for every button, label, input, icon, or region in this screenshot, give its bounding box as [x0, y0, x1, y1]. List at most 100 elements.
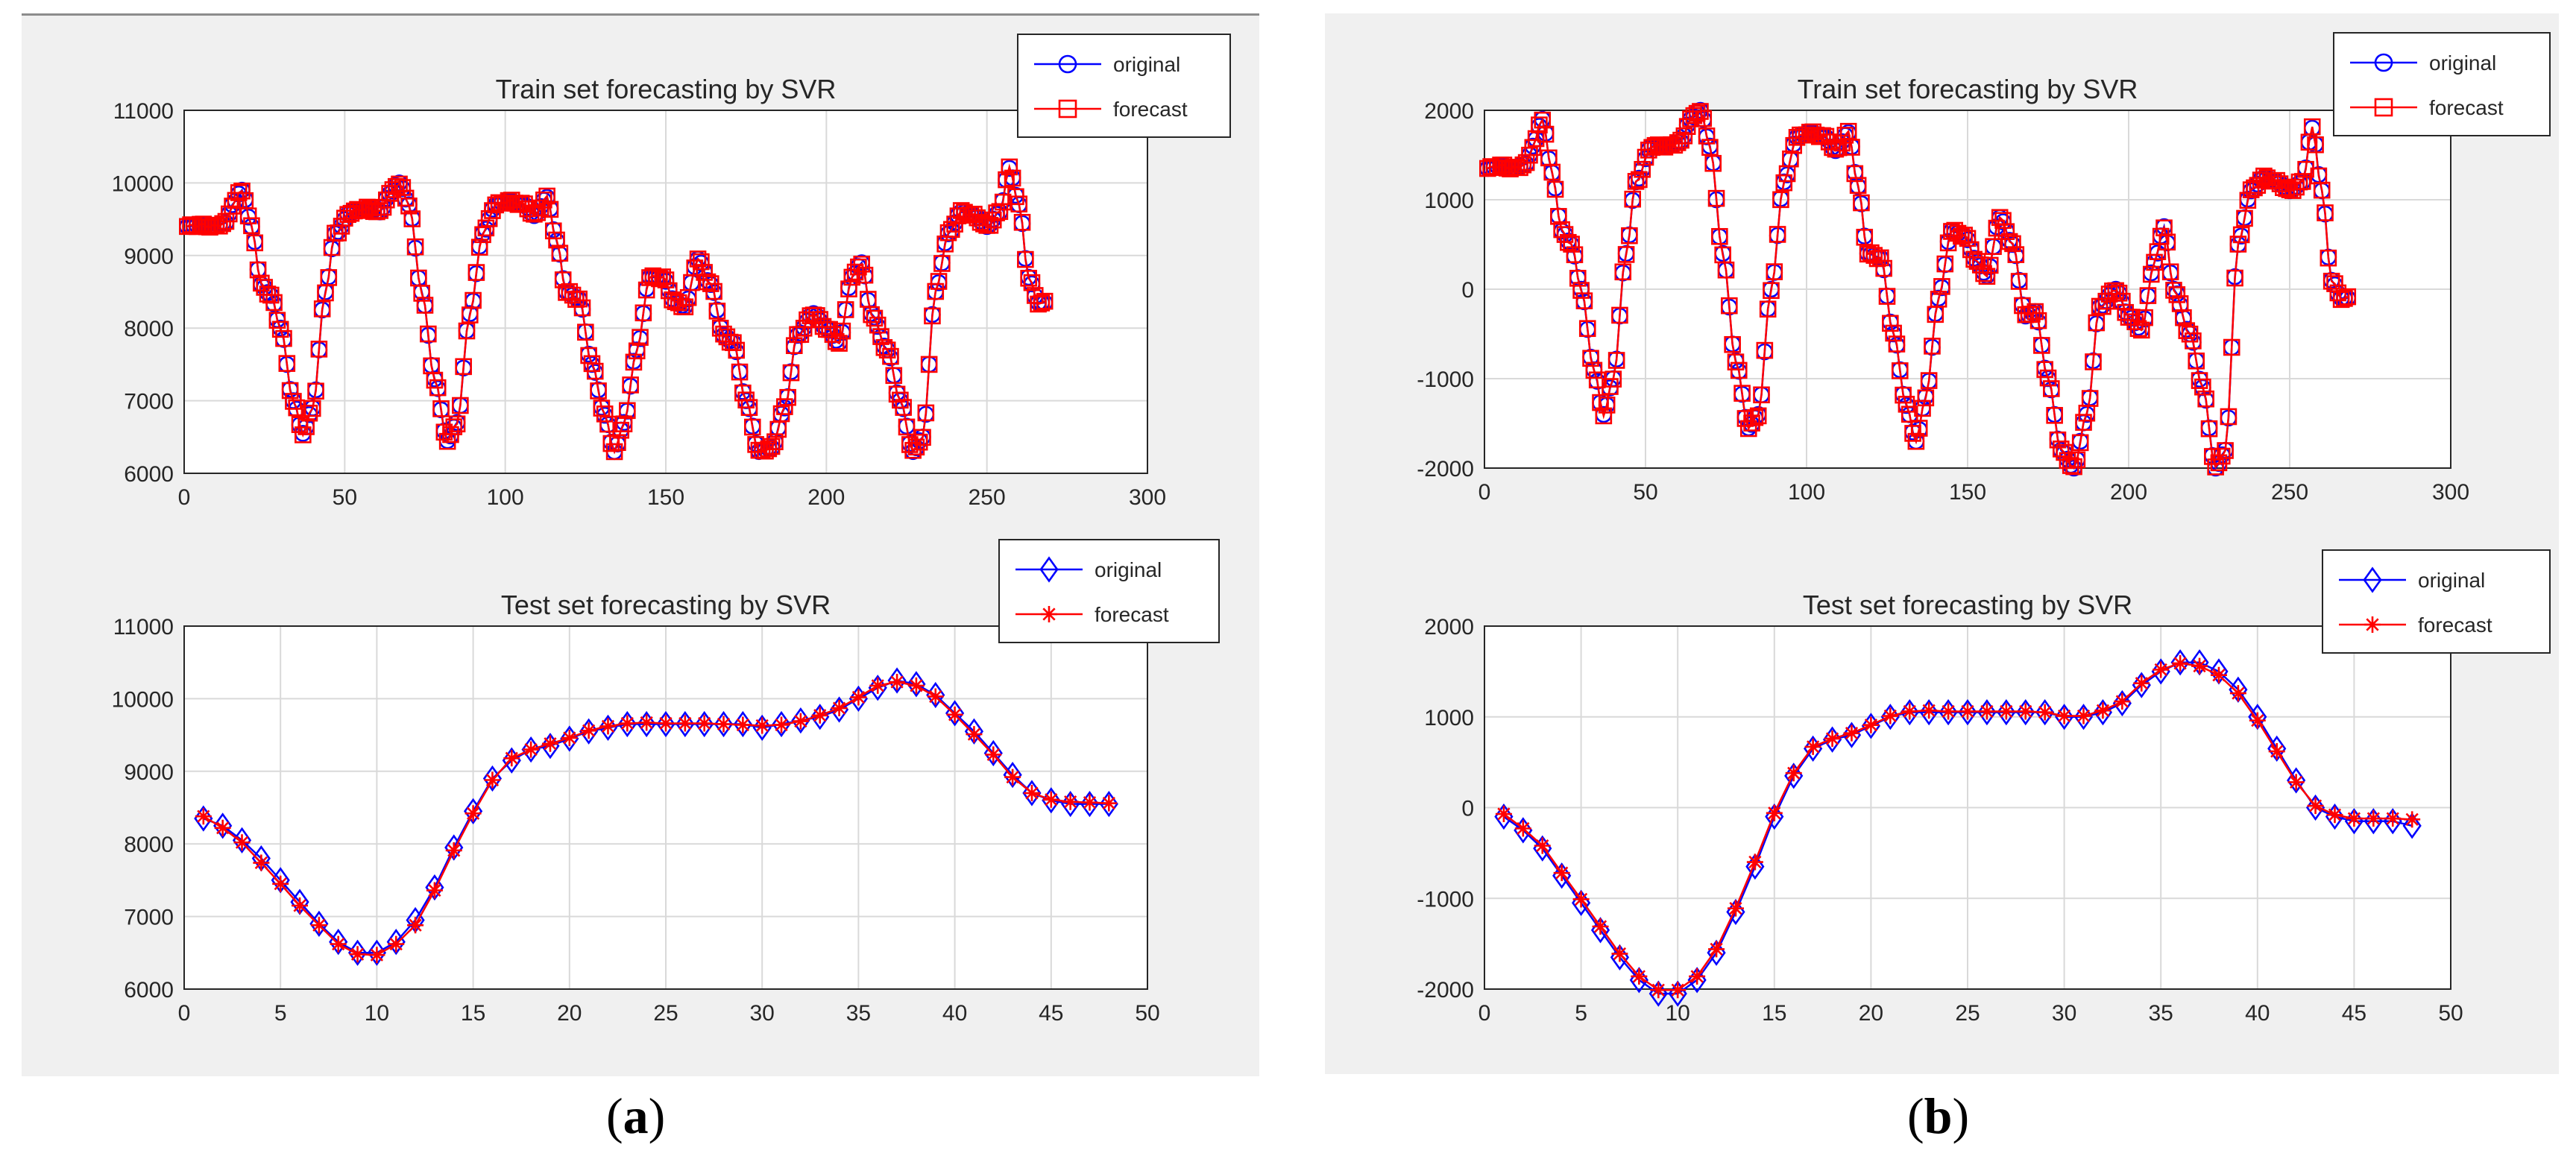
point-forecast — [878, 341, 896, 359]
point-forecast — [249, 261, 267, 279]
point-forecast — [882, 347, 899, 365]
point-forecast — [1585, 362, 1603, 379]
point-forecast — [2036, 704, 2053, 721]
point-forecast — [1746, 408, 1764, 426]
point-forecast — [320, 269, 338, 286]
point-forecast — [2326, 806, 2343, 824]
point-original — [2016, 699, 2035, 726]
x-tick-label: 250 — [969, 485, 1006, 510]
point-forecast — [303, 400, 321, 417]
point-forecast — [933, 255, 951, 272]
point-forecast — [310, 341, 328, 358]
point-forecast — [1531, 116, 1548, 133]
point-forecast — [467, 264, 485, 281]
point-forecast — [1631, 171, 1648, 189]
point-forecast — [2123, 309, 2141, 326]
legend: original forecast — [2322, 549, 2551, 654]
point-forecast — [1543, 163, 1561, 181]
point-forecast — [696, 715, 713, 732]
point-forecast — [1804, 123, 1821, 141]
point-forecast — [448, 415, 466, 433]
point-forecast — [2043, 380, 2060, 397]
point-forecast — [1839, 122, 1857, 140]
point-forecast — [2007, 246, 2025, 263]
point-forecast — [1943, 223, 1960, 240]
point-forecast — [503, 192, 520, 209]
x-tick-label: 35 — [846, 1001, 871, 1026]
x-tick-label: 15 — [1762, 1001, 1786, 1026]
point-forecast — [1924, 338, 1941, 355]
point-forecast — [1888, 335, 1906, 353]
point-forecast — [1959, 230, 1977, 247]
point-forecast — [1704, 154, 1722, 172]
point-forecast — [799, 311, 816, 329]
point-forecast — [359, 198, 376, 216]
point-forecast — [1643, 139, 1660, 157]
point-forecast — [1553, 865, 1570, 882]
point-forecast — [1566, 246, 1584, 264]
point-forecast — [1634, 160, 1651, 178]
legend-marker-forecast — [2374, 98, 2393, 117]
point-forecast — [2284, 182, 2302, 199]
y-tick-label: 0 — [1461, 278, 1474, 303]
point-forecast — [2252, 171, 2270, 189]
point-forecast — [2132, 321, 2150, 339]
point-forecast — [2071, 434, 2089, 452]
point-forecast — [368, 947, 385, 964]
point-forecast — [1563, 236, 1580, 253]
point-forecast — [593, 400, 611, 417]
point-forecast — [2346, 810, 2363, 827]
legend-box — [2322, 549, 2551, 654]
point-original — [2035, 699, 2055, 726]
point-forecast — [1524, 139, 1542, 157]
point-forecast — [529, 204, 547, 221]
point-forecast — [596, 405, 614, 423]
point-forecast — [1030, 295, 1047, 313]
y-tick-label: 6000 — [124, 462, 174, 487]
point-forecast — [2232, 226, 2250, 244]
series-forecast — [1479, 103, 2357, 476]
point-forecast — [253, 854, 270, 871]
point-forecast — [281, 382, 299, 400]
point-forecast — [272, 875, 289, 892]
point-forecast — [548, 231, 565, 249]
point-original — [521, 736, 541, 763]
point-forecast — [998, 171, 1015, 189]
point-forecast — [757, 442, 774, 460]
point-forecast — [2175, 309, 2192, 326]
point-forecast — [2320, 249, 2337, 267]
legend-label-forecast: forecast — [2418, 613, 2492, 637]
point-forecast — [1631, 967, 1648, 985]
point-forecast — [966, 726, 983, 743]
point-forecast — [1981, 256, 1999, 274]
point-forecast — [693, 253, 710, 271]
x-tick-label: 200 — [807, 485, 845, 510]
point-forecast — [544, 222, 562, 240]
point-forecast — [1798, 126, 1816, 144]
point-forecast — [2046, 407, 2063, 424]
point-forecast — [1607, 352, 1625, 369]
point-forecast — [599, 415, 617, 433]
point-forecast — [885, 367, 903, 385]
point-forecast — [2307, 136, 2324, 154]
x-tick-label: 25 — [1955, 1001, 1980, 1026]
point-forecast — [211, 217, 228, 235]
point-forecast — [590, 382, 607, 400]
legend-marker-original — [1039, 556, 1059, 583]
point-forecast — [1985, 238, 2002, 256]
point-forecast — [994, 193, 1012, 211]
point-forecast — [407, 917, 424, 934]
point-forecast — [863, 306, 880, 323]
point-forecast — [2165, 282, 2182, 299]
point-forecast — [676, 715, 693, 732]
y-tick-label: 1000 — [1424, 706, 1474, 730]
point-forecast — [2068, 451, 2086, 469]
point-original — [1822, 726, 1842, 753]
point-forecast — [1865, 247, 1883, 264]
point-forecast — [526, 206, 543, 223]
point-forecast — [628, 342, 646, 360]
point-forecast — [2161, 263, 2179, 281]
point-forecast — [898, 418, 916, 436]
point-forecast — [1614, 263, 1632, 281]
point-forecast — [243, 217, 260, 235]
